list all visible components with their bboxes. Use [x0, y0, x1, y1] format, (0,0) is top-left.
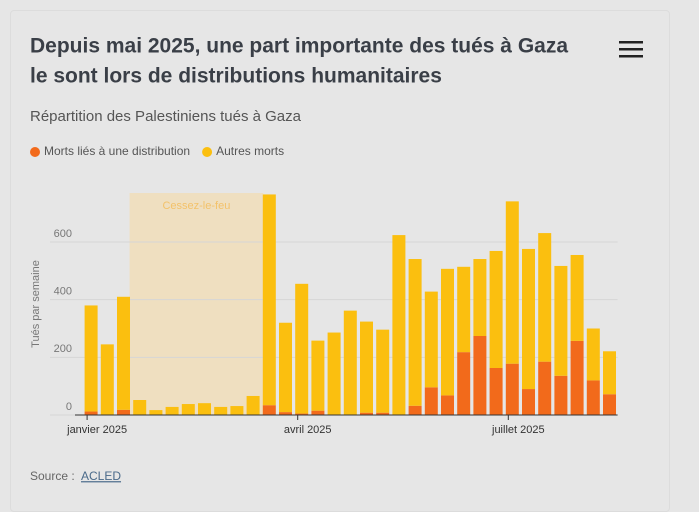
bar-segment: [262, 405, 276, 415]
bar-segment: [505, 363, 519, 415]
bar-segment: [311, 410, 325, 415]
bar-segment: [441, 395, 454, 415]
ceasefire-band: [129, 193, 264, 415]
bar-segment: [457, 266, 471, 353]
bar-segment: [181, 404, 195, 415]
y-tick-label: 0: [66, 401, 72, 413]
bar-segment: [100, 344, 114, 415]
bar-segment: [554, 265, 568, 376]
bar-segment: [214, 406, 228, 415]
bar-segment: [230, 406, 244, 415]
subtitle: Répartition des Palestiniens tués à Gaza: [30, 108, 302, 125]
bar-segment: [295, 413, 309, 415]
x-tick-label: juillet 2025: [491, 424, 545, 436]
bar-segment: [586, 380, 600, 415]
legend-label: Autres morts: [216, 144, 284, 158]
bar-segment: [376, 412, 390, 415]
bar-segment: [603, 351, 616, 395]
bar-segment: [246, 395, 260, 415]
bar-segment: [295, 283, 309, 414]
bar-segment: [279, 322, 292, 413]
bar-segment: [360, 321, 373, 413]
bar-segment: [84, 411, 98, 415]
annotation: Cessez-le-feu: [162, 200, 230, 212]
y-tick-label: 200: [54, 343, 72, 355]
bar-segment: [165, 406, 179, 415]
bar-segment: [457, 352, 471, 415]
bar-segment: [262, 194, 276, 406]
bar-segment: [327, 332, 341, 415]
bar-segment: [473, 336, 487, 415]
bar-segment: [133, 400, 147, 415]
bar-segment: [505, 201, 519, 364]
bar-segment: [311, 340, 325, 411]
y-tick-label: 400: [54, 286, 72, 298]
legend-label: Morts liés à une distribution: [44, 144, 190, 158]
source-label: Source :: [30, 469, 75, 483]
menu-bar[interactable]: [619, 48, 643, 51]
menu-bar[interactable]: [619, 55, 643, 58]
bar-segment: [376, 329, 390, 413]
bar-segment: [586, 328, 600, 381]
bar-segment: [408, 259, 422, 406]
bar-segment: [522, 389, 535, 415]
bar-segment: [538, 361, 552, 415]
legend-swatch: [30, 147, 40, 157]
bar-segment: [117, 296, 130, 410]
card: [10, 10, 670, 512]
bar-segment: [538, 233, 552, 362]
menu-bar[interactable]: [619, 41, 643, 44]
x-tick-label: janvier 2025: [66, 424, 127, 436]
title: Depuis mai 2025, une part importante des…: [30, 35, 568, 58]
bar-segment: [84, 305, 98, 412]
x-tick-label: avril 2025: [284, 424, 332, 436]
bar-segment: [473, 259, 487, 337]
bar-segment: [570, 254, 584, 341]
bar-segment: [424, 291, 438, 388]
bar-segment: [522, 248, 535, 390]
title: le sont lors de distributions humanitair…: [30, 65, 442, 88]
bar-segment: [554, 375, 568, 415]
bar-segment: [343, 310, 357, 415]
chart: Depuis mai 2025, une part importante des…: [30, 35, 643, 483]
source-link[interactable]: ACLED: [81, 469, 121, 483]
y-axis-label: Tués par semaine: [30, 260, 42, 348]
bar-segment: [603, 394, 616, 415]
legend-swatch: [202, 147, 213, 157]
bar-segment: [489, 368, 503, 415]
bar-segment: [149, 410, 163, 415]
y-tick-label: 600: [54, 228, 72, 240]
bar-segment: [198, 403, 211, 415]
bar-segment: [360, 412, 373, 415]
bar-segment: [392, 235, 406, 415]
bar-segment: [408, 405, 422, 415]
bar-segment: [279, 412, 292, 415]
bar-segment: [489, 250, 503, 369]
menu-icon[interactable]: [619, 41, 643, 58]
bar-segment: [117, 409, 130, 415]
bar-segment: [441, 268, 454, 396]
bar-segment: [570, 340, 584, 415]
bar-segment: [424, 387, 438, 415]
